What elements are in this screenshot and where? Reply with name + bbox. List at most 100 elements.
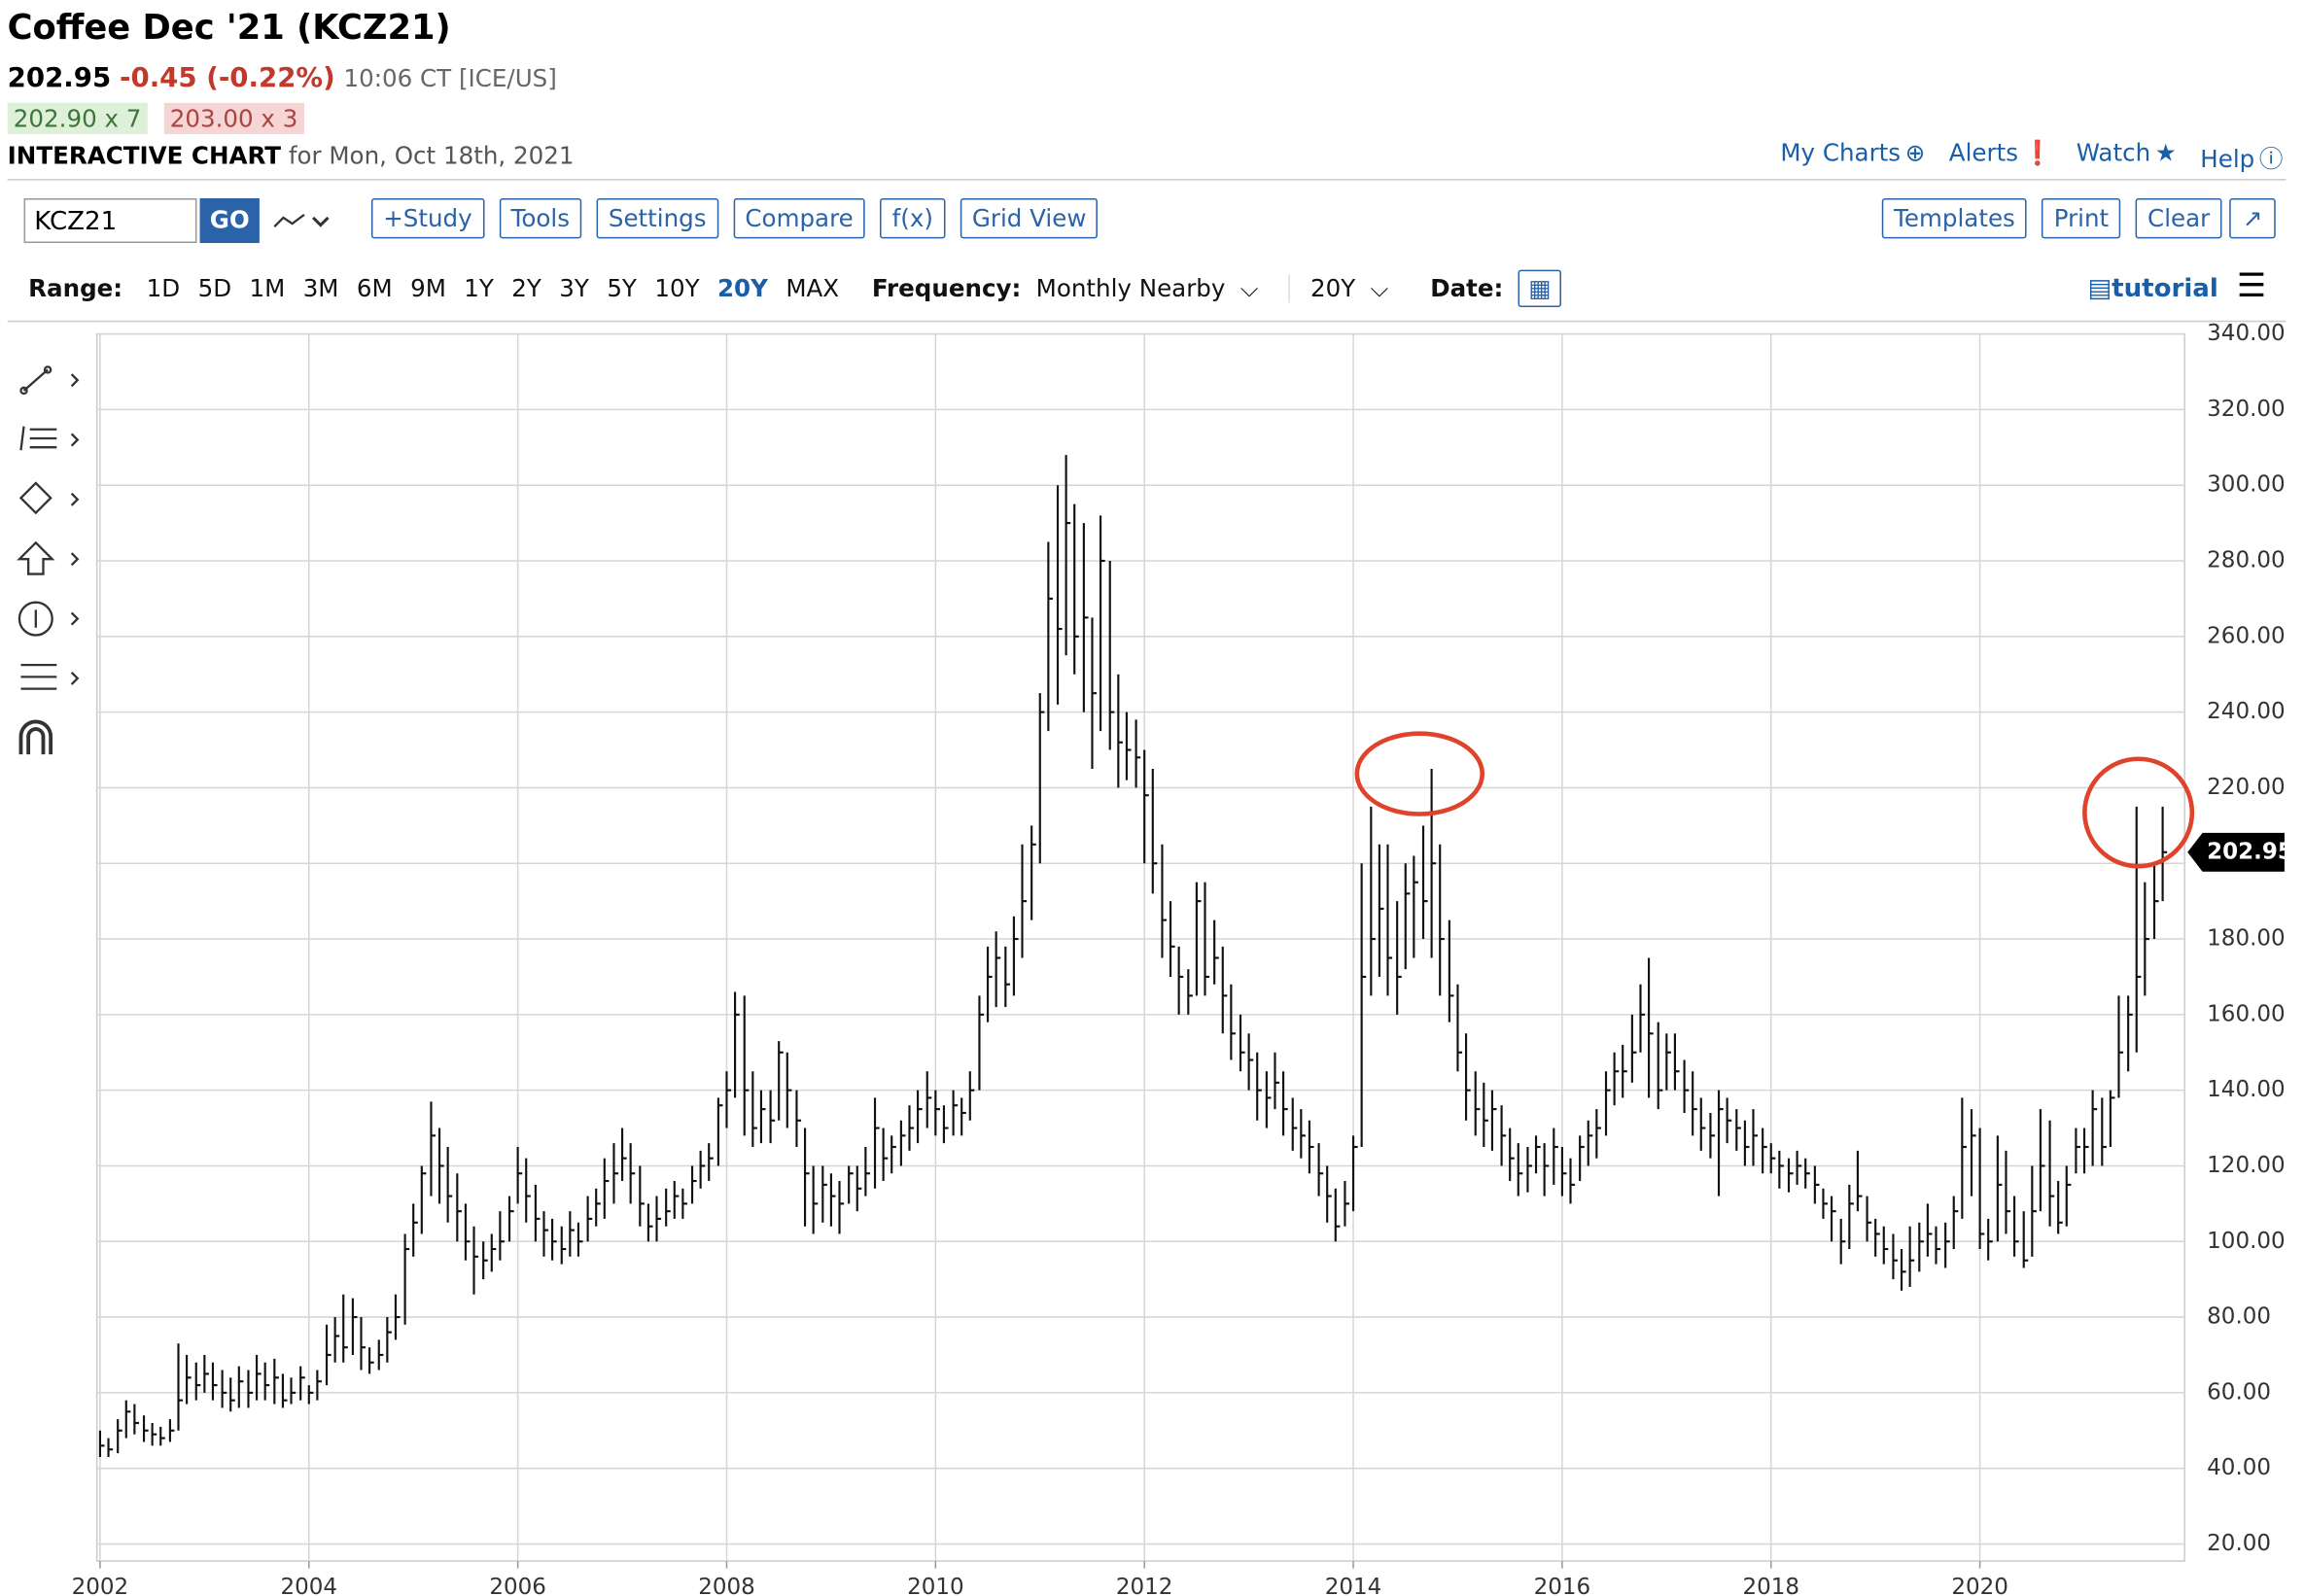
plot-area (95, 332, 2185, 1562)
range-option[interactable]: 9M (410, 274, 446, 303)
y-tick-label: 160.00 (2207, 1001, 2285, 1026)
range-option[interactable]: 6M (356, 274, 393, 303)
chart-label: INTERACTIVE CHART (7, 141, 282, 170)
tutorial-link[interactable]: ▤tutorial (2087, 274, 2218, 304)
date-label: Date: (1430, 274, 1504, 303)
chart-label-line: INTERACTIVE CHART for Mon, Oct 18th, 202… (8, 142, 575, 170)
top-links: My Charts ⊕ Alerts ❗ Watch ★ Help ⓘ (1780, 139, 2283, 175)
top-link-icon[interactable]: ⓘ (2258, 144, 2284, 173)
range-option[interactable]: 1D (146, 274, 181, 303)
title: Coffee Dec '21 (KCZ21) (7, 9, 451, 49)
last-price: 202.95 (7, 62, 112, 94)
toolbar-button[interactable]: +Study (370, 198, 484, 239)
toolbar-button[interactable]: Print (2042, 198, 2121, 239)
x-tick-label: 2012 (1116, 1575, 1173, 1595)
y-tick-label: 240.00 (2207, 699, 2285, 724)
y-tick-label: 40.00 (2207, 1455, 2271, 1480)
menu-icon[interactable]: ☰ (2236, 268, 2267, 306)
range-option[interactable]: 3Y (559, 274, 589, 303)
bid-ask: 202.90 x 7 203.00 x 3 (7, 102, 304, 135)
top-link-text[interactable]: My Charts (1780, 138, 1902, 167)
y-tick-label: 140.00 (2207, 1077, 2285, 1102)
range-option[interactable]: MAX (785, 274, 840, 303)
top-link-icon[interactable]: ⊕ (1904, 138, 1926, 167)
range-option[interactable]: 3M (302, 274, 339, 303)
toolbar-button[interactable]: Clear (2135, 198, 2222, 239)
chart-date: for Mon, Oct 18th, 2021 (288, 141, 575, 170)
range-row: Range: 1D 5D 1M 3M 6M 9M 1Y 2Y 3Y 5Y 10Y 20Y MAX Frequ… (28, 269, 1562, 307)
date-picker[interactable]: ▦ (1518, 269, 1562, 307)
range-option[interactable]: 2Y (511, 274, 541, 303)
y-tick-label: 100.00 (2207, 1229, 2285, 1254)
chevron: ⌵ (1370, 273, 1389, 302)
y-tick-label: 280.00 (2207, 548, 2285, 573)
tool-shape[interactable] (18, 481, 80, 515)
top-link-text[interactable]: Watch (2076, 138, 2151, 167)
top-link[interactable]: Help ⓘ (2200, 139, 2283, 175)
tool-magnet[interactable] (18, 719, 53, 755)
price-tag (2187, 832, 2285, 872)
range-option[interactable]: 1M (249, 274, 286, 303)
y-tick-label: 60.00 (2207, 1379, 2271, 1405)
toolbar-right-buttons: Templates Print Clear (1881, 198, 2222, 239)
y-tick-label: 20.00 (2207, 1531, 2271, 1556)
range-option[interactable]: 1Y (464, 274, 494, 303)
x-tick-label: 2014 (1325, 1575, 1382, 1595)
top-link-text[interactable]: Alerts (1948, 138, 2019, 167)
x-tick-label: 2008 (698, 1575, 755, 1595)
price-tag-label: 202.95 (2207, 839, 2293, 864)
highlight-circle (2082, 756, 2195, 869)
toolbar-button[interactable]: Grid View (960, 198, 1099, 239)
frequency-select[interactable]: Monthly Nearby (1035, 274, 1226, 303)
x-tick-label: 2010 (907, 1575, 964, 1595)
x-tick-label: 2018 (1742, 1575, 1799, 1595)
top-link[interactable]: Watch ★ (2077, 139, 2177, 175)
quote-line: 202.95 -0.45 (-0.22%) 10:06 CT [ICE/US] (8, 62, 557, 93)
y-tick-label: 300.00 (2207, 472, 2285, 498)
y-tick-label: 80.00 (2207, 1304, 2271, 1330)
toolbar-button[interactable]: Compare (733, 198, 866, 239)
tool-measure[interactable] (20, 663, 80, 690)
y-tick-label: 180.00 (2207, 926, 2285, 952)
bid: 202.90 x 7 (7, 102, 148, 135)
x-tick-label: 2020 (1951, 1575, 2008, 1595)
range-label: Range: (28, 274, 123, 303)
x-tick-label: 2002 (72, 1575, 129, 1595)
range-option[interactable]: 5Y (607, 274, 637, 303)
range-option[interactable]: 5D (197, 274, 232, 303)
tool-arrow[interactable] (17, 540, 80, 575)
symbol-input[interactable]: KCZ21 (23, 198, 197, 244)
toolbar-button[interactable]: Settings (596, 198, 718, 239)
top-link-text[interactable]: Help (2200, 144, 2255, 173)
toolbar-button[interactable]: f(x) (880, 198, 946, 239)
chevron: ⌵ (1239, 273, 1259, 302)
period-select[interactable]: 20Y (1288, 274, 1355, 303)
x-tick-label: 2006 (489, 1575, 546, 1595)
tool-line[interactable] (19, 365, 80, 396)
top-link[interactable]: Alerts ❗ (1949, 139, 2052, 175)
drawing-tools (17, 365, 80, 755)
tool-marker[interactable] (17, 601, 80, 637)
chart-type-icon[interactable] (268, 206, 337, 236)
go-button[interactable]: GO (199, 198, 260, 244)
frequency-label: Frequency: (871, 274, 1022, 303)
top-link[interactable]: My Charts ⊕ (1780, 139, 1925, 175)
expand-button[interactable]: ↗ (2229, 198, 2277, 239)
price-change: -0.45 (-0.22%) (120, 62, 335, 94)
y-tick-label: 340.00 (2207, 321, 2285, 346)
quote-time: 10:06 CT [ICE/US] (343, 63, 557, 93)
y-tick-label: 120.00 (2207, 1153, 2285, 1178)
toolbar-button[interactable]: Templates (1881, 198, 2028, 239)
y-tick-label: 220.00 (2207, 775, 2285, 800)
top-link-icon[interactable]: ★ (2154, 138, 2177, 167)
range-option[interactable]: 10Y (654, 274, 700, 303)
toolbar-button[interactable]: Tools (499, 198, 582, 239)
range-option[interactable]: 20Y (716, 274, 768, 303)
top-link-icon[interactable]: ❗ (2022, 138, 2053, 167)
tutorial-text[interactable]: tutorial (2112, 274, 2218, 304)
divider (7, 320, 2287, 323)
tool-fib[interactable] (19, 426, 80, 451)
divider (7, 179, 2287, 181)
